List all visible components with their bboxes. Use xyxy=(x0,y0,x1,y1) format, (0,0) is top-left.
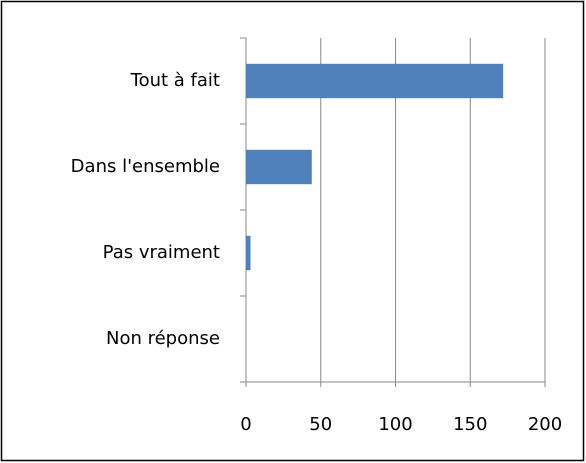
x-tick-label: 0 xyxy=(240,414,251,435)
y-tick-label: Dans l'ensemble xyxy=(71,156,220,177)
bar xyxy=(246,63,504,99)
x-tick-label: 200 xyxy=(528,414,562,435)
x-tick-label: 100 xyxy=(378,414,412,435)
bar xyxy=(246,149,312,185)
x-tick-label: 50 xyxy=(309,414,332,435)
x-tick-label: 150 xyxy=(453,414,487,435)
y-tick-label: Pas vraiment xyxy=(103,242,220,263)
bar xyxy=(246,235,251,271)
y-tick-label: Non réponse xyxy=(106,328,220,349)
y-tick-label: Tout à fait xyxy=(130,70,220,91)
